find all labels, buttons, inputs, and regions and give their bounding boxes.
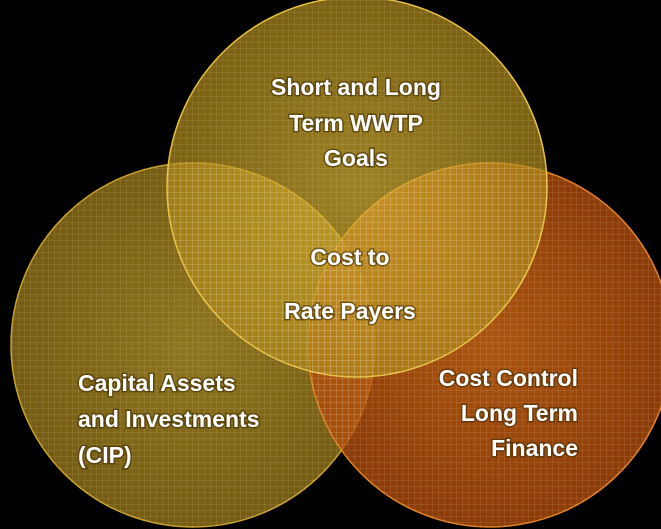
top-label: Short and Long Term WWTP Goals <box>270 73 443 173</box>
circles <box>10 0 661 528</box>
label-line: Short and Long <box>271 74 441 100</box>
label-line: Cost to <box>310 244 389 270</box>
label-line: Goals <box>324 145 388 171</box>
label-line: Finance <box>491 435 578 461</box>
grid-top <box>167 0 547 377</box>
right-label: Cost Control Long Term Finance <box>437 364 579 463</box>
center-label: Cost to Rate Payers <box>283 243 418 326</box>
label-line: and Investments <box>78 406 260 432</box>
label-line: Rate Payers <box>284 298 416 324</box>
label-line: Cost Control <box>439 365 578 391</box>
left-label: Capital Assets and Investments (CIP) <box>77 369 262 470</box>
label-line: Long Term <box>461 400 578 426</box>
label-line: Capital Assets <box>78 370 236 396</box>
label-line: (CIP) <box>78 442 132 468</box>
label-line: Term WWTP <box>289 110 423 136</box>
